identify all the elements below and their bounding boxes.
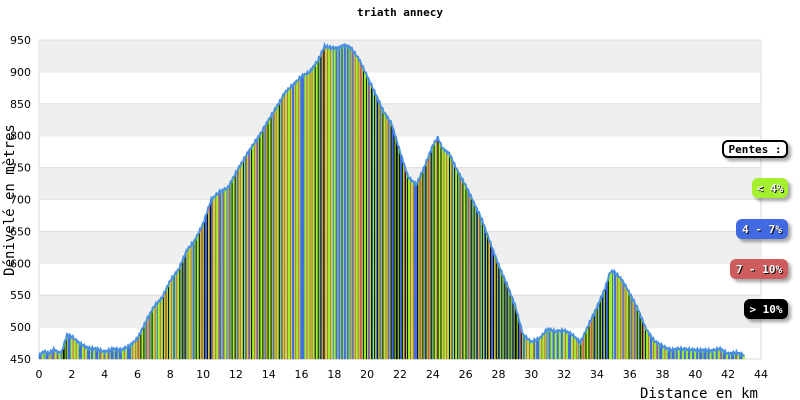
y-tick-label: 550 [10, 289, 31, 302]
x-tick-label: 12 [229, 368, 243, 381]
x-tick-label: 24 [426, 368, 440, 381]
y-tick-label: 800 [10, 130, 31, 143]
y-tick-label: 600 [10, 257, 31, 270]
legend-entry: 4 - 7% [736, 219, 788, 239]
x-tick-label: 34 [590, 368, 604, 381]
legend-entry: 7 - 10% [730, 259, 788, 279]
y-axis-label: Dénivelé en mètres [2, 124, 18, 276]
profile-outline [38, 41, 746, 358]
x-tick-label: 30 [524, 368, 538, 381]
x-tick-label: 36 [623, 368, 637, 381]
x-tick-label: 14 [262, 368, 276, 381]
x-tick-label: 22 [393, 368, 407, 381]
y-tick-label: 450 [10, 353, 31, 366]
x-tick-label: 32 [557, 368, 571, 381]
y-tick-label: 750 [10, 162, 31, 175]
x-tick-labels: 0 2 4 6 8 10 12 14 16 18 20 22 24 26 28 30 32 34 36 38 40 42 4… [36, 368, 769, 381]
legend-title: Pentes : [722, 140, 788, 158]
x-tick-label: 18 [327, 368, 341, 381]
x-tick-label: 42 [721, 368, 735, 381]
x-tick-label: 28 [491, 368, 505, 381]
y-tick-label: 650 [10, 225, 31, 238]
y-tick-labels: 450 500 550 600 650 700 750 800 850 900 950 [10, 34, 31, 366]
x-tick-label: 2 [68, 368, 75, 381]
y-tick-label: 850 [10, 98, 31, 111]
legend-entry: > 10% [744, 299, 788, 319]
chart-title: triath annecy [356, 6, 444, 19]
x-tick-label: 44 [754, 368, 768, 381]
y-tick-label: 900 [10, 66, 31, 79]
x-tick-label: 40 [688, 368, 702, 381]
x-axis-label: Distance en km [640, 386, 758, 400]
legend-entry: < 4% [752, 178, 788, 198]
profile-line [38, 41, 746, 358]
y-tick-label: 950 [10, 34, 31, 47]
y-tick-label: 700 [10, 194, 31, 207]
y-tick-label: 500 [10, 321, 31, 334]
x-tick-label: 6 [134, 368, 141, 381]
x-tick-label: 20 [360, 368, 374, 381]
x-tick-label: 8 [167, 368, 174, 381]
x-tick-label: 26 [459, 368, 473, 381]
x-tick-label: 38 [656, 368, 670, 381]
grid-band [39, 103, 761, 136]
x-tick-label: 10 [196, 368, 210, 381]
grid-band [39, 40, 761, 72]
x-tick-label: 0 [36, 368, 43, 381]
x-tick-label: 4 [101, 368, 108, 381]
x-tick-label: 16 [295, 368, 309, 381]
